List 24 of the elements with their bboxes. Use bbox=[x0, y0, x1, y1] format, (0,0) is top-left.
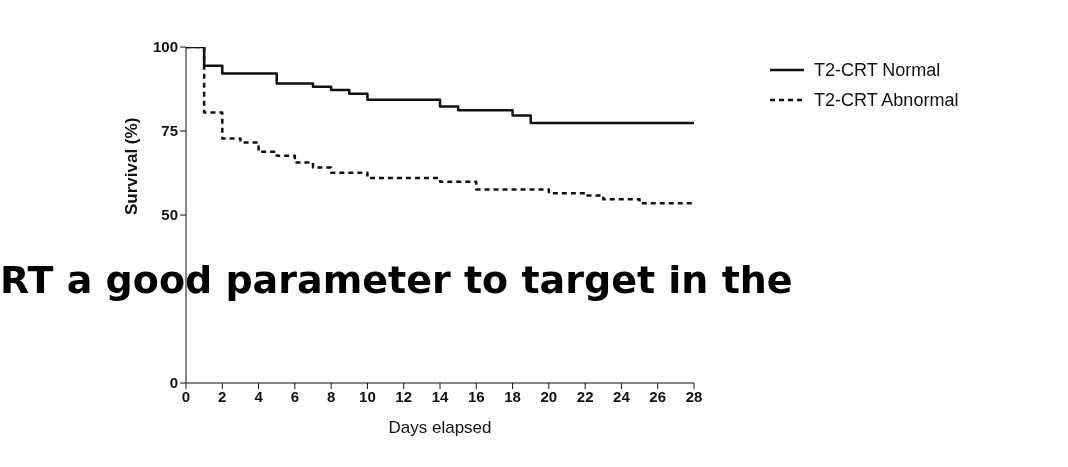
annotation: RT a good parameter to target in the bbox=[0, 257, 793, 304]
x-tick-label: 14 bbox=[431, 387, 449, 405]
y-tick-label: 0 bbox=[169, 374, 178, 392]
y-tick-label: 100 bbox=[152, 38, 178, 56]
x-tick-label: 22 bbox=[576, 387, 594, 405]
x-axis-title: Days elapsed bbox=[388, 418, 492, 437]
x-tick-label: 18 bbox=[504, 387, 521, 405]
y-tick-label: 50 bbox=[161, 206, 178, 224]
x-tick-label: 16 bbox=[467, 387, 485, 405]
x-tick-label: 6 bbox=[290, 387, 300, 405]
y-axis-title: Survival (%) bbox=[122, 117, 142, 215]
x-tick-label: 2 bbox=[218, 387, 227, 405]
x-tick-label: 8 bbox=[326, 387, 336, 405]
x-tick-label: 26 bbox=[649, 387, 667, 405]
x-tick-label: 24 bbox=[613, 387, 631, 405]
legend-label: T2-CRT Normal bbox=[814, 59, 941, 82]
x-tick-label: 10 bbox=[359, 387, 376, 405]
x-tick-label: 4 bbox=[254, 387, 264, 405]
x-tick-label: 20 bbox=[540, 387, 558, 405]
x-tick-label: 12 bbox=[395, 387, 413, 405]
y-tick-label: 75 bbox=[161, 122, 178, 140]
x-tick-label: 0 bbox=[181, 387, 191, 405]
x-tick-label: 28 bbox=[685, 387, 703, 405]
legend-label: T2-CRT Abnormal bbox=[814, 89, 959, 112]
